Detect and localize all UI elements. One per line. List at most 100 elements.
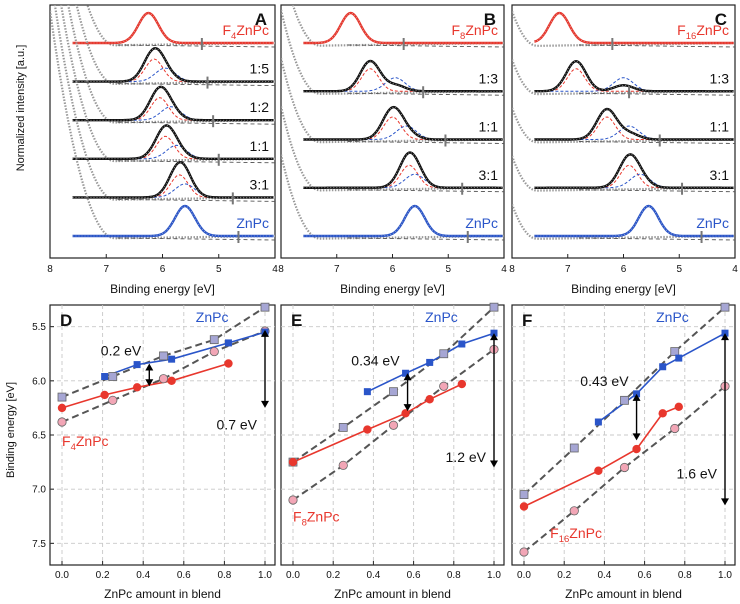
- blend-marker-fluorinated: [224, 359, 233, 368]
- fit-component-blue: [83, 183, 229, 198]
- total-shift-arrow-head-bottom: [490, 460, 498, 468]
- x-tick-label: 8: [509, 264, 515, 275]
- fit-component-red: [545, 68, 690, 92]
- gap-arrow-head-bottom: [403, 404, 412, 412]
- blend-marker-fluorinated: [457, 379, 467, 389]
- gap-label: 0.34 eV: [351, 352, 400, 368]
- total-shift-arrow-head-top: [721, 333, 729, 341]
- total-shift-arrow-head-bottom: [721, 498, 729, 506]
- fit-component-red: [314, 68, 459, 92]
- ref-marker-fluorinated: [209, 346, 219, 357]
- blend-marker-zinc: [402, 369, 410, 377]
- baseline-dashed: [578, 44, 735, 48]
- peak-data-points: [72, 47, 274, 82]
- y-tick-label: 5.5: [32, 322, 46, 333]
- series-label: F16ZnPc: [677, 22, 729, 42]
- x-axis: 8 7 6 5 4: [47, 254, 278, 275]
- top-series-label: ZnPc: [656, 309, 689, 325]
- ref-marker-fluorinated: [108, 395, 118, 405]
- ref-marker-zinc: [209, 335, 219, 345]
- series-label: 1:1: [710, 119, 730, 135]
- x-tick-label: 6: [160, 264, 166, 275]
- ref-marker-fluorinated: [288, 495, 298, 505]
- ref-marker-zinc: [57, 392, 67, 402]
- panel-e: 0.0 0.2 0.4 0.6 0.8 1.0 ZnPc amount in blend E Z…: [280, 302, 505, 601]
- panel-letter: C: [715, 10, 727, 29]
- ref-marker-zinc: [720, 302, 730, 312]
- blend-marker-fluorinated: [100, 390, 109, 400]
- top-series-label: ZnPc: [425, 309, 458, 325]
- peak-data-points: [72, 161, 274, 198]
- ref-marker-fluorinated: [57, 417, 67, 427]
- baseline-dashed: [117, 198, 275, 202]
- y-label-bottom: Binding energy [eV]: [5, 382, 17, 478]
- peak-data-points: [303, 205, 503, 237]
- panel-letter: E: [291, 311, 302, 330]
- panel-letter: D: [60, 311, 72, 330]
- x-axis-title: Binding energy [eV]: [110, 282, 215, 296]
- baseline-dashed: [578, 237, 735, 241]
- x-tick-label: 0.8: [678, 570, 692, 581]
- x-tick-label: 0.4: [136, 570, 150, 581]
- blend-marker-zinc: [168, 355, 176, 363]
- x-tick-label: 0.6: [177, 570, 191, 581]
- x-tick-label: 0.6: [407, 570, 421, 581]
- total-shift-arrow-head-top: [490, 333, 498, 341]
- fit-component-red: [545, 116, 690, 140]
- traces: [50, 5, 275, 243]
- traces: [512, 10, 735, 243]
- x-tick-label: 0.8: [447, 570, 461, 581]
- gap-arrow-head-bottom: [145, 379, 154, 387]
- peak-data-points: [72, 86, 274, 121]
- blend-marker-fluorinated: [425, 395, 434, 404]
- ref-marker-fluorinated: [569, 506, 579, 516]
- x-tick-label: 0.0: [55, 570, 69, 581]
- baseline-dashed: [578, 189, 735, 193]
- blend-marker-zinc: [675, 354, 683, 362]
- x-tick-label: 8: [278, 264, 284, 275]
- series-label: 1:1: [479, 119, 499, 135]
- series-label: 1:3: [479, 70, 499, 86]
- ref-marker-zinc: [569, 443, 579, 453]
- x-axis: 0.0 0.2 0.4 0.6 0.8 1.0: [55, 561, 272, 581]
- bottom-series-label: F8ZnPc: [293, 509, 340, 529]
- blend-marker-zinc: [224, 339, 232, 347]
- baseline-dashed: [117, 121, 275, 125]
- panel-letter: A: [255, 10, 267, 29]
- y-tick-label: 7.0: [32, 485, 46, 496]
- x-axis-title: Binding energy [eV]: [571, 282, 676, 296]
- peak-data-points: [303, 152, 503, 189]
- total-shift-arrow-head-bottom: [261, 400, 269, 408]
- baseline-dashed: [347, 141, 504, 144]
- x-axis-title: ZnPc amount in blend: [565, 587, 682, 601]
- x-axis-title: ZnPc amount in blend: [104, 587, 221, 601]
- series-label: 1:5: [250, 61, 270, 77]
- peak-data-points: [534, 60, 734, 92]
- total-shift-label: 1.2 eV: [446, 449, 487, 465]
- blend-marker-fluorinated: [594, 466, 603, 475]
- plot-frame: [280, 4, 505, 259]
- series-label: ZnPc: [236, 215, 269, 231]
- peak-data-points: [534, 108, 734, 140]
- gap-arrow-head-bottom: [632, 433, 641, 441]
- x-tick-label: 0.0: [286, 570, 300, 581]
- blend-marker-zinc: [363, 388, 371, 396]
- x-tick-label: 6: [390, 264, 396, 275]
- bottom-series-label: F4ZnPc: [62, 433, 109, 453]
- ref-marker-zinc: [489, 302, 499, 312]
- ref-marker-zinc: [519, 490, 529, 499]
- series-label: ZnPc: [696, 215, 729, 231]
- x-tick-label: 4: [272, 264, 278, 275]
- x-axis: 8 7 6 5 4: [509, 254, 738, 275]
- x-axis: 8 7 6 5 4: [278, 254, 507, 275]
- gap-arrow-head-top: [145, 363, 154, 371]
- plot-frame: [511, 4, 736, 259]
- baseline-dashed: [117, 237, 275, 241]
- x-tick-label: 0.4: [366, 570, 380, 581]
- ref-marker-fluorinated: [670, 423, 680, 434]
- x-tick-label: 0.6: [638, 570, 652, 581]
